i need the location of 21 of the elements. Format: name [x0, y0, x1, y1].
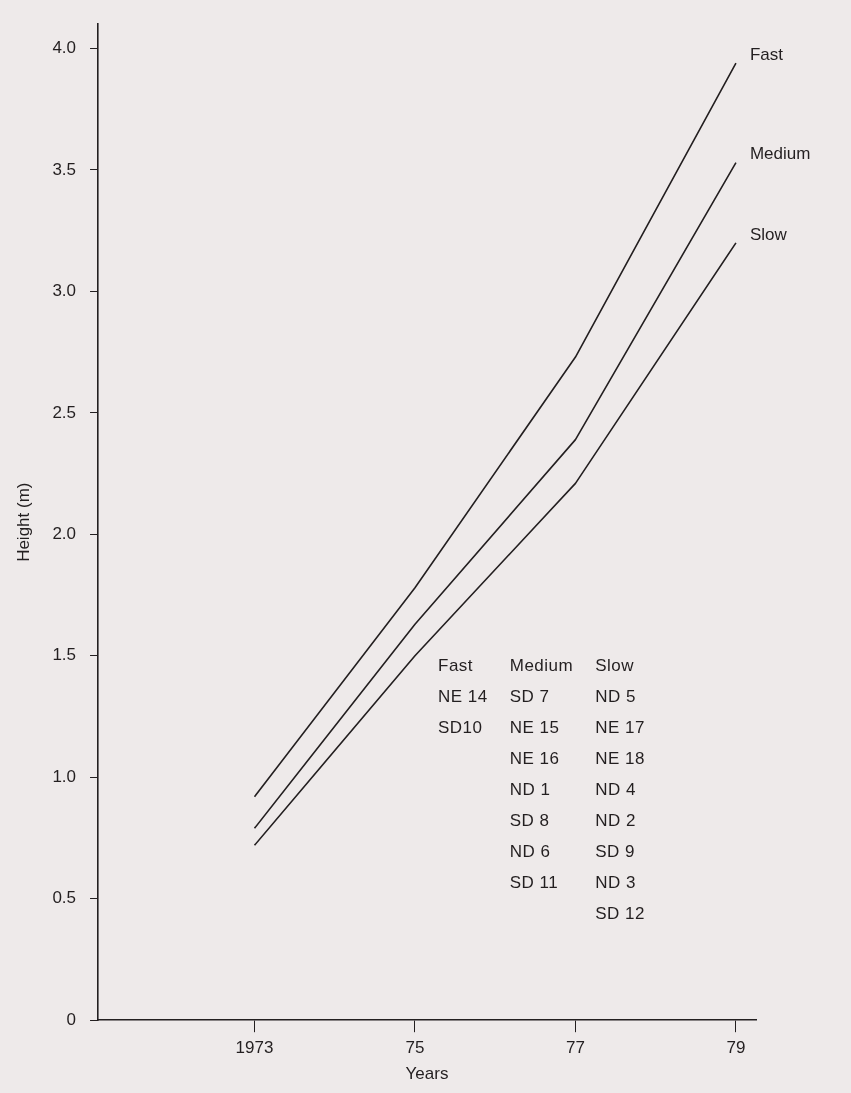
y-tick-label: 4.0 — [52, 38, 77, 58]
y-tick-label: 0 — [66, 1009, 77, 1029]
y-tick-label: 2.0 — [52, 524, 77, 544]
annotation: Medium SD 7 NE 15 NE 16 ND 1 SD 8 ND 6 SD 11 — [509, 655, 574, 894]
y-tick-label: 0.5 — [52, 888, 77, 908]
x-tick-label: 1973 — [235, 1038, 274, 1058]
y-tick-label: 3.0 — [52, 281, 77, 301]
y-tick-label: 1.0 — [52, 766, 77, 786]
y-tick-label: 3.5 — [52, 159, 77, 179]
y-tick-label: 1.5 — [52, 645, 77, 665]
y-tick-label: 2.5 — [52, 402, 77, 422]
annotation: Fast NE 14 SD10 — [438, 655, 488, 739]
x-tick-label: 75 — [405, 1038, 425, 1058]
series-label: Medium — [749, 144, 811, 164]
text: Slow ND 5 NE 17 NE 18 ND 4 ND 2 SD 9 ND 3 SD 12 — [595, 656, 645, 923]
series-label: Fast — [749, 44, 784, 64]
series-label: Slow — [749, 224, 788, 244]
x-axis-title: Years — [405, 1064, 449, 1084]
x-tick-label: 79 — [726, 1038, 746, 1058]
y-axis-title: Height (m) — [13, 482, 33, 562]
x-tick-label: 77 — [566, 1038, 585, 1058]
